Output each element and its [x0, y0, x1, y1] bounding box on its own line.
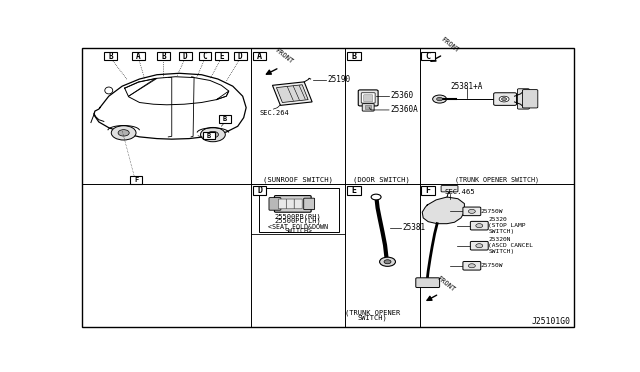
- Text: 25360A: 25360A: [390, 105, 418, 115]
- FancyBboxPatch shape: [421, 52, 435, 61]
- Text: (TRUNK OPENER SWITCH): (TRUNK OPENER SWITCH): [454, 176, 539, 183]
- FancyBboxPatch shape: [470, 221, 488, 230]
- Text: <SEAT FOLD&DOWN: <SEAT FOLD&DOWN: [268, 224, 328, 230]
- FancyBboxPatch shape: [347, 186, 361, 195]
- Text: B: B: [161, 52, 166, 61]
- Circle shape: [476, 244, 483, 248]
- Polygon shape: [273, 82, 312, 105]
- FancyBboxPatch shape: [441, 186, 458, 192]
- Text: FRONT: FRONT: [436, 275, 456, 293]
- FancyBboxPatch shape: [286, 199, 294, 209]
- FancyBboxPatch shape: [493, 93, 516, 105]
- Text: J25101G0: J25101G0: [531, 317, 570, 326]
- Text: B: B: [223, 116, 227, 122]
- Text: D: D: [257, 186, 262, 195]
- Circle shape: [436, 97, 443, 101]
- Circle shape: [502, 97, 507, 100]
- Polygon shape: [422, 197, 465, 224]
- Circle shape: [468, 264, 476, 268]
- FancyBboxPatch shape: [347, 52, 361, 61]
- Circle shape: [380, 257, 396, 266]
- Text: E: E: [351, 186, 356, 195]
- Text: F: F: [426, 186, 431, 195]
- FancyBboxPatch shape: [518, 89, 529, 109]
- Text: A: A: [136, 52, 141, 61]
- Text: 25320
(STOP LAMP
SWITCH): 25320 (STOP LAMP SWITCH): [488, 217, 525, 234]
- Circle shape: [433, 95, 447, 103]
- Text: SWITCH): SWITCH): [358, 314, 387, 321]
- Text: F: F: [134, 177, 138, 183]
- Circle shape: [200, 128, 225, 142]
- Text: B: B: [351, 52, 356, 61]
- FancyBboxPatch shape: [215, 52, 228, 60]
- Text: FRONT: FRONT: [273, 48, 294, 65]
- Bar: [259, 188, 339, 232]
- Text: 25381: 25381: [403, 224, 426, 232]
- Text: SEC.465: SEC.465: [445, 189, 475, 195]
- FancyBboxPatch shape: [198, 52, 211, 60]
- FancyBboxPatch shape: [104, 52, 117, 60]
- FancyBboxPatch shape: [157, 52, 170, 60]
- Text: 25500PB(RH): 25500PB(RH): [275, 213, 322, 220]
- Text: 25750W: 25750W: [481, 263, 503, 268]
- FancyBboxPatch shape: [294, 199, 302, 209]
- Text: (SUNROOF SWITCH): (SUNROOF SWITCH): [263, 176, 333, 183]
- FancyBboxPatch shape: [358, 90, 378, 106]
- FancyBboxPatch shape: [421, 186, 435, 195]
- FancyBboxPatch shape: [253, 186, 266, 195]
- FancyBboxPatch shape: [269, 198, 281, 210]
- Circle shape: [111, 126, 136, 140]
- Text: B: B: [108, 52, 113, 61]
- FancyBboxPatch shape: [203, 132, 215, 140]
- Text: E: E: [219, 52, 223, 61]
- FancyBboxPatch shape: [130, 176, 142, 184]
- Bar: [365, 105, 371, 109]
- FancyBboxPatch shape: [361, 93, 375, 103]
- Text: 25500PC(LH): 25500PC(LH): [275, 218, 322, 224]
- FancyBboxPatch shape: [275, 196, 311, 212]
- FancyBboxPatch shape: [463, 262, 481, 270]
- Text: D: D: [238, 52, 243, 61]
- Text: 25750W: 25750W: [481, 209, 503, 214]
- Text: B: B: [207, 133, 211, 139]
- FancyBboxPatch shape: [364, 95, 372, 102]
- Text: A: A: [257, 52, 262, 61]
- Text: (TRUNK OPENER: (TRUNK OPENER: [345, 309, 400, 316]
- Text: (DOOR SWITCH): (DOOR SWITCH): [353, 176, 410, 183]
- Text: 25381+A: 25381+A: [451, 82, 483, 91]
- FancyBboxPatch shape: [416, 278, 440, 288]
- Circle shape: [468, 209, 476, 214]
- FancyBboxPatch shape: [522, 90, 538, 108]
- Polygon shape: [276, 85, 308, 103]
- Text: D: D: [183, 52, 188, 61]
- Circle shape: [118, 130, 129, 136]
- FancyBboxPatch shape: [253, 52, 266, 61]
- FancyBboxPatch shape: [362, 104, 374, 111]
- FancyBboxPatch shape: [463, 207, 481, 216]
- FancyBboxPatch shape: [234, 52, 246, 60]
- FancyBboxPatch shape: [179, 52, 191, 60]
- Circle shape: [207, 131, 218, 138]
- Text: FRONT: FRONT: [440, 36, 461, 54]
- Circle shape: [476, 224, 483, 228]
- Text: 25190: 25190: [327, 75, 350, 84]
- FancyBboxPatch shape: [470, 241, 488, 250]
- Circle shape: [499, 96, 509, 102]
- Text: SEC.264: SEC.264: [260, 110, 289, 116]
- FancyBboxPatch shape: [132, 52, 145, 60]
- Text: C: C: [426, 52, 431, 61]
- FancyBboxPatch shape: [304, 198, 315, 210]
- FancyBboxPatch shape: [219, 115, 231, 123]
- Text: SWITCH>: SWITCH>: [284, 228, 312, 234]
- FancyBboxPatch shape: [278, 199, 286, 209]
- Text: 25320N
(ASCD CANCEL
SWITCH): 25320N (ASCD CANCEL SWITCH): [488, 237, 533, 254]
- Text: C: C: [203, 52, 207, 61]
- Text: 25360: 25360: [390, 91, 413, 100]
- Circle shape: [384, 260, 391, 264]
- Ellipse shape: [105, 87, 113, 94]
- Circle shape: [371, 194, 381, 200]
